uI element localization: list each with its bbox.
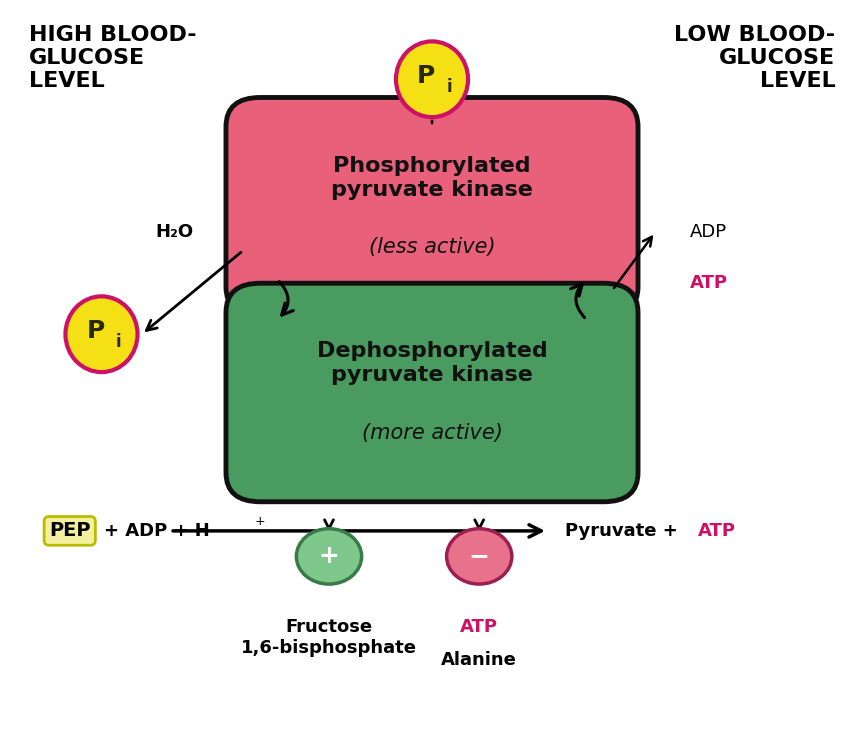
Text: (more active): (more active) xyxy=(361,423,503,443)
Text: LOW BLOOD-
GLUCOSE
LEVEL: LOW BLOOD- GLUCOSE LEVEL xyxy=(674,25,835,91)
Text: P: P xyxy=(86,319,105,343)
FancyBboxPatch shape xyxy=(226,283,638,502)
Text: PEP: PEP xyxy=(49,521,91,540)
Text: P: P xyxy=(416,64,435,87)
Text: ATP: ATP xyxy=(461,618,499,636)
Text: + ADP + H: + ADP + H xyxy=(104,522,210,540)
Text: Fructose
1,6-bisphosphate: Fructose 1,6-bisphosphate xyxy=(241,618,417,657)
Text: ADP: ADP xyxy=(689,223,727,241)
Ellipse shape xyxy=(396,41,468,117)
Text: i: i xyxy=(447,78,452,95)
Text: ATP: ATP xyxy=(689,275,727,292)
Text: +: + xyxy=(319,545,340,568)
Text: ATP: ATP xyxy=(698,522,736,540)
Text: Alanine: Alanine xyxy=(442,651,518,669)
FancyBboxPatch shape xyxy=(226,98,638,316)
Ellipse shape xyxy=(66,297,137,372)
Text: (less active): (less active) xyxy=(369,237,495,257)
Text: i: i xyxy=(116,333,122,351)
Text: Phosphorylated
pyruvate kinase: Phosphorylated pyruvate kinase xyxy=(331,156,533,200)
Circle shape xyxy=(296,528,362,584)
Text: Pyruvate +: Pyruvate + xyxy=(565,522,684,540)
Text: Dephosphorylated
pyruvate kinase: Dephosphorylated pyruvate kinase xyxy=(316,341,548,385)
Text: HIGH BLOOD-
GLUCOSE
LEVEL: HIGH BLOOD- GLUCOSE LEVEL xyxy=(29,25,196,91)
Circle shape xyxy=(447,528,511,584)
Text: −: − xyxy=(468,545,490,568)
Text: +: + xyxy=(254,515,265,528)
Text: H₂O: H₂O xyxy=(156,223,194,241)
